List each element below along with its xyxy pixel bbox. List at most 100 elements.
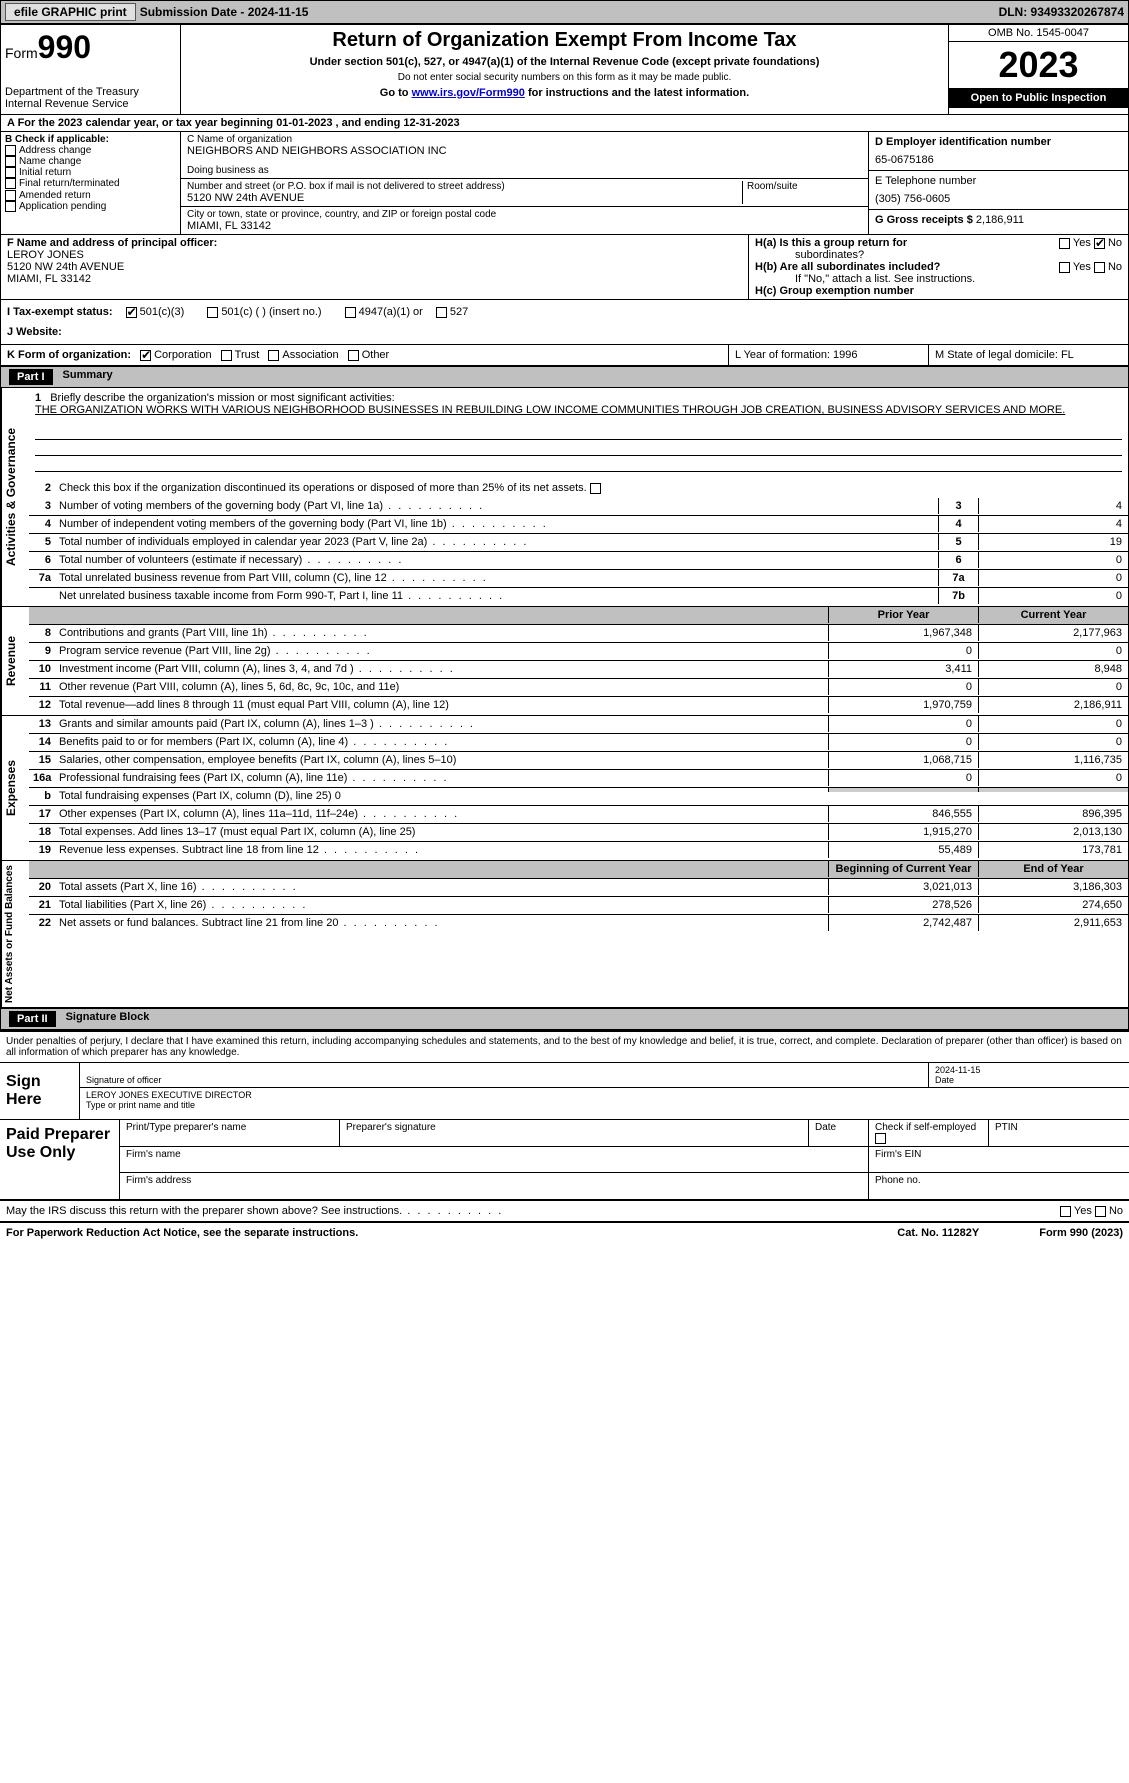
line1-num: 1 xyxy=(35,392,41,404)
line16b-prior xyxy=(828,788,978,792)
line21-text: Total liabilities (Part X, line 26) xyxy=(55,897,828,913)
org-name: NEIGHBORS AND NEIGHBORS ASSOCIATION INC xyxy=(187,145,862,157)
line16b-text: Total fundraising expenses (Part IX, col… xyxy=(55,788,828,804)
sign-here-section: Sign Here Signature of officer 2024-11-1… xyxy=(0,1063,1129,1120)
chk-address-change[interactable] xyxy=(5,145,16,156)
chk-line2[interactable] xyxy=(590,483,601,494)
col-c-org-info: C Name of organization NEIGHBORS AND NEI… xyxy=(181,132,868,234)
row-fh: F Name and address of principal officer:… xyxy=(0,235,1129,300)
chk-501c3[interactable] xyxy=(126,307,137,318)
chk-corp[interactable] xyxy=(140,350,151,361)
dept-treasury: Department of the Treasury xyxy=(5,86,176,98)
org-name-label: C Name of organization xyxy=(187,134,862,145)
line9-curr: 0 xyxy=(978,643,1128,659)
sig-date: 2024-11-15 xyxy=(935,1065,980,1075)
signature-block: Under penalties of perjury, I declare th… xyxy=(0,1030,1129,1223)
section-expenses: Expenses 13Grants and similar amounts pa… xyxy=(0,716,1129,861)
i-label: I Tax-exempt status: xyxy=(7,306,113,318)
omb-number: OMB No. 1545-0047 xyxy=(949,25,1128,42)
chk-ha-yes[interactable] xyxy=(1059,238,1070,249)
tel-label: E Telephone number xyxy=(875,175,1122,187)
firm-addr-label: Firm's address xyxy=(120,1173,869,1199)
chk-name-change[interactable] xyxy=(5,156,16,167)
sidebar-revenue: Revenue xyxy=(1,607,29,715)
chk-501c[interactable] xyxy=(207,307,218,318)
row-k: K Form of organization: Corporation Trus… xyxy=(0,345,1129,366)
chk-527[interactable] xyxy=(436,307,447,318)
line14-curr: 0 xyxy=(978,734,1128,750)
chk-app-pending[interactable] xyxy=(5,201,16,212)
chk-4947[interactable] xyxy=(345,307,356,318)
part1-label: Part I xyxy=(9,369,53,385)
hdr-current: Current Year xyxy=(978,607,1128,623)
officer-city: MIAMI, FL 33142 xyxy=(7,273,742,285)
chk-amended[interactable] xyxy=(5,190,16,201)
org-address: 5120 NW 24th AVENUE xyxy=(187,192,742,204)
line18-prior: 1,915,270 xyxy=(828,824,978,840)
chk-discuss-yes[interactable] xyxy=(1060,1206,1071,1217)
line3-text: Number of voting members of the governin… xyxy=(55,498,938,514)
ha-sub: subordinates? xyxy=(795,249,864,261)
line14-prior: 0 xyxy=(828,734,978,750)
line1-label: Briefly describe the organization's miss… xyxy=(50,392,394,404)
chk-hb-yes[interactable] xyxy=(1059,262,1070,273)
subtitle-1: Under section 501(c), 527, or 4947(a)(1)… xyxy=(189,56,940,68)
chk-initial-return[interactable] xyxy=(5,167,16,178)
type-name-label: Type or print name and title xyxy=(86,1100,195,1110)
gross-value: 2,186,911 xyxy=(976,214,1024,226)
ha-label: H(a) Is this a group return for xyxy=(755,237,907,249)
form-header: Form990 Department of the Treasury Inter… xyxy=(0,24,1129,115)
line12-text: Total revenue—add lines 8 through 11 (mu… xyxy=(55,697,828,713)
chk-self-employed[interactable] xyxy=(875,1133,886,1144)
prep-date-label: Date xyxy=(809,1120,869,1146)
mission-line4 xyxy=(35,456,1122,472)
chk-ha-no[interactable] xyxy=(1094,238,1105,249)
line15-text: Salaries, other compensation, employee b… xyxy=(55,752,828,768)
firm-ein-label: Firm's EIN xyxy=(869,1147,1129,1172)
line7a-val: 0 xyxy=(978,570,1128,586)
line7b-text: Net unrelated business taxable income fr… xyxy=(55,588,938,604)
sig-officer-label: Signature of officer xyxy=(86,1075,161,1085)
chk-discuss-no[interactable] xyxy=(1095,1206,1106,1217)
chk-trust[interactable] xyxy=(221,350,232,361)
discuss-question: May the IRS discuss this return with the… xyxy=(6,1205,1060,1217)
line12-prior: 1,970,759 xyxy=(828,697,978,713)
line14-text: Benefits paid to or for members (Part IX… xyxy=(55,734,828,750)
line20-text: Total assets (Part X, line 16) xyxy=(55,879,828,895)
line13-curr: 0 xyxy=(978,716,1128,732)
line4-val: 4 xyxy=(978,516,1128,532)
l-year-formation: L Year of formation: 1996 xyxy=(728,345,928,365)
chk-final-return[interactable] xyxy=(5,178,16,189)
line13-prior: 0 xyxy=(828,716,978,732)
chk-other[interactable] xyxy=(348,350,359,361)
col-f-officer: F Name and address of principal officer:… xyxy=(1,235,748,299)
line7a-text: Total unrelated business revenue from Pa… xyxy=(55,570,938,586)
hdr-end: End of Year xyxy=(978,861,1128,877)
block-bcd: B Check if applicable: Address change Na… xyxy=(0,132,1129,235)
k-label: K Form of organization: xyxy=(7,349,131,361)
line18-text: Total expenses. Add lines 13–17 (must eq… xyxy=(55,824,828,840)
line16b-curr xyxy=(978,788,1128,792)
part1-header: Part I Summary xyxy=(0,366,1129,388)
hdr-prior: Prior Year xyxy=(828,607,978,623)
line21-end: 274,650 xyxy=(978,897,1128,913)
line15-prior: 1,068,715 xyxy=(828,752,978,768)
hc-label: H(c) Group exemption number xyxy=(755,285,1122,297)
chk-assoc[interactable] xyxy=(268,350,279,361)
sig-date-label: Date xyxy=(935,1075,954,1085)
irs-link[interactable]: www.irs.gov/Form990 xyxy=(412,87,525,99)
public-inspection: Open to Public Inspection xyxy=(949,88,1128,108)
line16a-text: Professional fundraising fees (Part IX, … xyxy=(55,770,828,786)
chk-hb-no[interactable] xyxy=(1094,262,1105,273)
line6-val: 0 xyxy=(978,552,1128,568)
line16a-curr: 0 xyxy=(978,770,1128,786)
irs-label: Internal Revenue Service xyxy=(5,98,176,110)
officer-name: LEROY JONES xyxy=(7,249,742,261)
efile-button[interactable]: efile GRAPHIC print xyxy=(5,3,136,21)
line19-curr: 173,781 xyxy=(978,842,1128,858)
gross-label: G Gross receipts $ xyxy=(875,214,973,226)
section-net-assets: Net Assets or Fund Balances Beginning of… xyxy=(0,861,1129,1008)
mission-line2 xyxy=(35,424,1122,440)
line22-beg: 2,742,487 xyxy=(828,915,978,931)
subtitle-2: Do not enter social security numbers on … xyxy=(189,72,940,83)
